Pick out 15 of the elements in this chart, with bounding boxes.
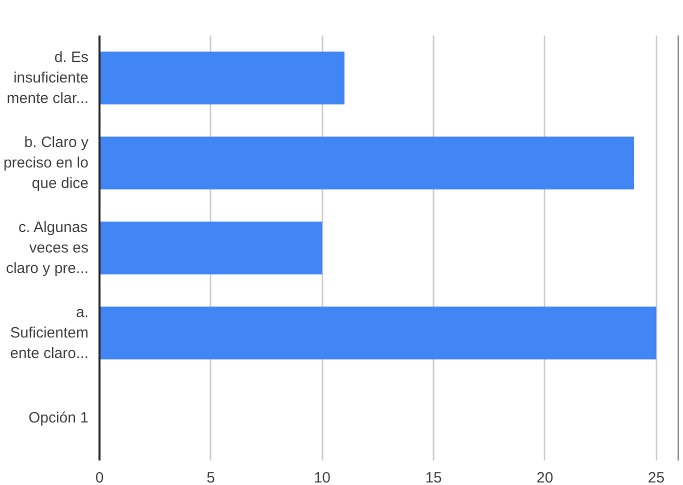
y-tick-label: d. Es insuficiente mente clar... bbox=[6, 49, 89, 107]
x-tick-label: 25 bbox=[648, 470, 665, 485]
y-tick-label: b. Claro y preciso en lo que dice bbox=[3, 134, 89, 192]
x-tick-label: 0 bbox=[95, 470, 104, 485]
bar bbox=[100, 306, 656, 360]
bar bbox=[100, 136, 634, 190]
y-tick-label: c. Algunas veces es claro y pre... bbox=[6, 219, 89, 277]
x-tick-label: 5 bbox=[206, 470, 216, 485]
x-tick-label: 20 bbox=[536, 470, 554, 485]
bar bbox=[100, 52, 344, 104]
y-tick-label: a. Suficientem ente claro... bbox=[10, 304, 89, 362]
y-tick-label: Opción 1 bbox=[28, 410, 89, 426]
x-tick-label: 10 bbox=[314, 470, 331, 485]
x-tick-label: 15 bbox=[425, 470, 442, 485]
bar bbox=[100, 222, 322, 274]
